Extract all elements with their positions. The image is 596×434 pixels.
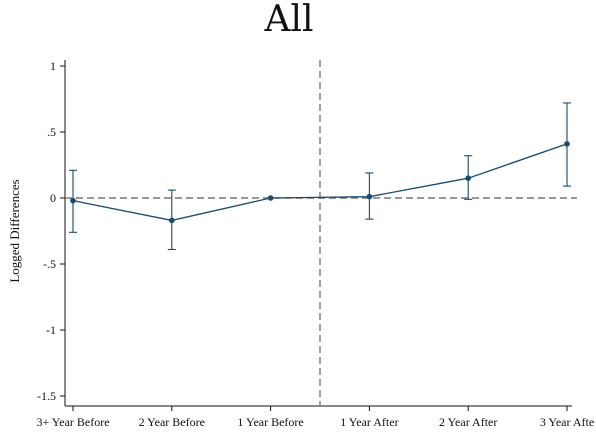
data-point bbox=[366, 193, 373, 200]
y-tick-label: -1 bbox=[46, 323, 56, 337]
y-tick-label: 1 bbox=[50, 59, 56, 73]
y-tick-label: -1.5 bbox=[37, 389, 56, 403]
y-axis-ticks: 1 .5 0 -.5 -1 -1.5 bbox=[37, 59, 65, 403]
data-point bbox=[169, 217, 175, 224]
chart-title: All bbox=[263, 0, 313, 40]
x-tick-label: 1 Year After bbox=[340, 415, 398, 429]
data-point bbox=[564, 141, 570, 147]
x-tick-label: 3+ Year Before bbox=[36, 415, 109, 429]
x-tick-label: 2 Year Before bbox=[139, 415, 205, 429]
data-point bbox=[465, 175, 472, 181]
series-line bbox=[72, 143, 568, 222]
data-point bbox=[267, 195, 274, 201]
y-axis-label: Logged Differences bbox=[7, 179, 22, 282]
x-axis-ticks: 3+ Year Before 2 Year Before 1 Year Before… bbox=[36, 406, 594, 429]
x-tick-label: 1 Year Before bbox=[237, 415, 303, 429]
series-group bbox=[69, 102, 571, 251]
x-tick-label: 2 Year After bbox=[439, 415, 497, 429]
data-point bbox=[70, 197, 76, 204]
y-tick-label: 0 bbox=[50, 191, 56, 205]
y-tick-label: -.5 bbox=[43, 257, 56, 271]
x-tick-label: 3 Year Afte bbox=[540, 415, 594, 429]
y-tick-label: .5 bbox=[47, 125, 56, 139]
